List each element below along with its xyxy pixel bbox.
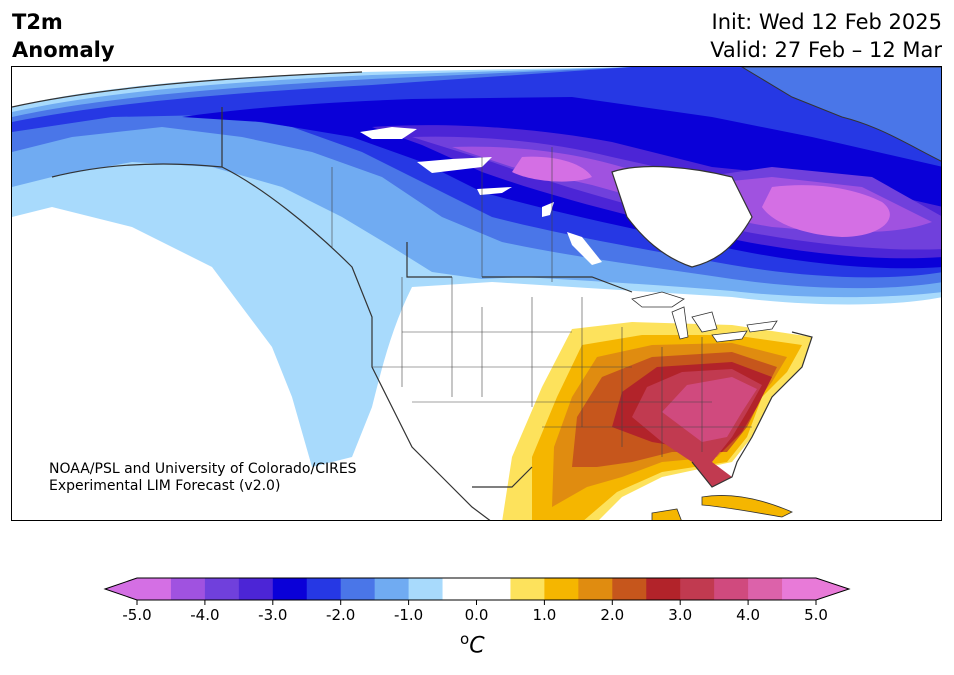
colorbar-swatch [578,578,613,600]
colorbar-tick-label: 4.0 [736,606,760,624]
colorbar-swatch [272,578,308,600]
map-title: T2m Anomaly [12,8,115,64]
valid-range: Valid: 27 Feb – 12 Mar [710,38,942,62]
colorbar-swatch [544,578,579,600]
unit-degree: o [460,630,470,648]
unit-label: oC [460,630,485,658]
hudson-bay [612,166,752,267]
anomaly-map [11,66,942,521]
colorbar-tick-label: 2.0 [600,606,624,624]
great-lakes [631,291,778,343]
greenland [741,67,941,162]
credit-line-2: Experimental LIM Forecast (v2.0) [49,478,281,494]
colorbar-tick-label: -2.0 [326,606,355,624]
state-lines [331,147,752,457]
colorbar-swatch [714,578,749,600]
colorbar-swatch [680,578,715,600]
unit-symbol: C [469,633,485,659]
colorbar-swatch [170,578,206,600]
colorbar-swatch [612,578,647,600]
canadian-lakes [360,127,602,265]
yucatan [651,508,682,520]
colorbar-swatch [476,578,511,600]
colorbar-extend-low [105,578,137,600]
credit-text: NOAA/PSL and University of Colorado/CIRE… [49,461,357,495]
colorbar-svg: -5.0 -4.0 -3.0 -2.0 -1.0 0.0 1.0 2.0 3.0 4.0 5.0 [103,577,851,624]
colorbar-tick-label: 5.0 [804,606,828,624]
colorbar-tick-label: 3.0 [668,606,692,624]
colorbar-swatch [238,578,274,600]
cuba [701,494,793,518]
colorbar-tick-label: 1.0 [532,606,556,624]
init-date: Init: Wed 12 Feb 2025 [711,10,942,34]
colorbar-extend-high [816,578,849,600]
colorbar-swatch [204,578,240,600]
colorbar-swatch [442,578,477,600]
colorbar-swatch [137,578,172,600]
colorbar-swatch [748,578,783,600]
colorbar-swatch [374,578,410,600]
forecast-dates: Init: Wed 12 Feb 2025 Valid: 27 Feb – 12… [710,8,942,64]
colorbar-swatch [510,578,545,600]
colorbar-swatch [782,578,817,600]
colorbar-swatch [340,578,376,600]
colorbar-swatch [306,578,342,600]
colorbar-tick-label: -4.0 [190,606,219,624]
colorbar: -5.0 -4.0 -3.0 -2.0 -1.0 0.0 1.0 2.0 3.0 4.0 5.0 [0,570,954,671]
title-line-2: Anomaly [12,38,115,62]
coastlines-borders [12,71,813,520]
colorbar-tick-label: -3.0 [258,606,287,624]
colorbar-tick-label: -1.0 [394,606,423,624]
colorbar-tick-label: -5.0 [122,606,151,624]
colorbar-tick-label: 0.0 [465,606,489,624]
title-line-1: T2m [12,10,63,34]
colorbar-swatch [646,578,681,600]
credit-line-1: NOAA/PSL and University of Colorado/CIRE… [49,461,357,477]
warm-anomaly-region [502,322,812,520]
colorbar-swatch [408,578,444,600]
map-canvas [12,67,941,520]
